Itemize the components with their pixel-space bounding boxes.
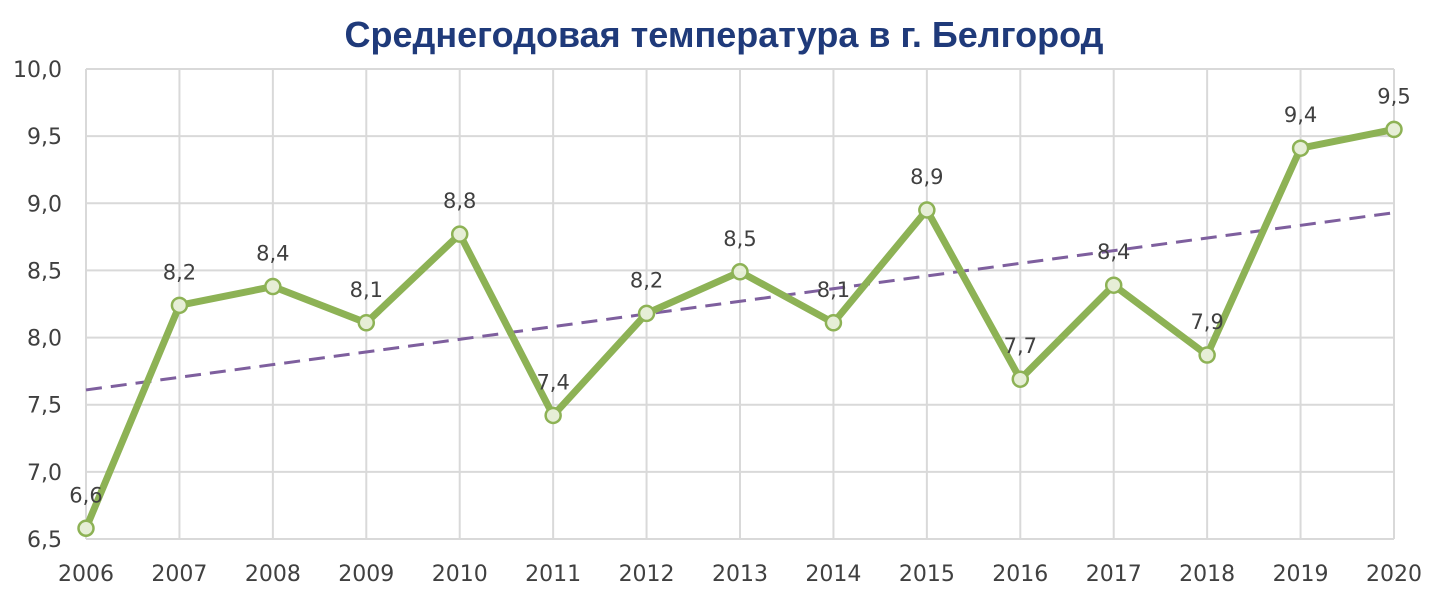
trendline <box>85 211 1395 392</box>
y-tick-label: 10,0 <box>13 58 62 83</box>
data-label: 8,8 <box>443 189 476 213</box>
x-tick-label: 2012 <box>619 562 675 587</box>
x-tick-label: 2019 <box>1273 562 1329 587</box>
y-tick-label: 8,5 <box>27 259 62 284</box>
x-tick-label: 2015 <box>899 562 955 587</box>
x-tick-label: 2010 <box>432 562 488 587</box>
data-point <box>918 201 936 219</box>
data-label: 8,1 <box>817 278 850 302</box>
data-label: 8,9 <box>910 165 943 189</box>
data-label: 7,9 <box>1190 310 1223 334</box>
x-tick-label: 2011 <box>525 562 581 587</box>
y-tick-label: 7,5 <box>27 394 62 419</box>
x-tick-label: 2020 <box>1366 562 1422 587</box>
data-label: 9,5 <box>1377 84 1410 108</box>
data-point <box>824 314 843 332</box>
data-point <box>544 406 562 425</box>
data-point <box>170 296 189 315</box>
data-label: 8,1 <box>350 278 383 302</box>
data-point <box>1011 370 1030 388</box>
data-label: 9,4 <box>1284 103 1317 127</box>
y-tick-label: 9,5 <box>27 125 62 150</box>
data-label: 7,7 <box>1004 334 1037 358</box>
data-point <box>1291 139 1310 157</box>
data-label: 8,5 <box>723 227 756 251</box>
data-point <box>450 225 469 243</box>
x-tick-label: 2017 <box>1086 562 1142 587</box>
data-point <box>357 314 376 332</box>
x-tick-label: 2014 <box>805 562 861 587</box>
x-tick-label: 2006 <box>58 562 114 587</box>
chart-title: Среднегодовая температура в г. Белгород <box>344 14 1104 55</box>
data-label: 8,4 <box>1097 240 1130 264</box>
data-label: 8,2 <box>630 268 663 292</box>
data-label: 8,4 <box>256 242 289 266</box>
data-point <box>637 304 656 323</box>
y-tick-label: 8,0 <box>27 327 62 352</box>
y-tick-label: 6,5 <box>27 528 62 553</box>
x-tick-label: 2018 <box>1179 562 1235 587</box>
x-tick-label: 2016 <box>992 562 1048 587</box>
x-tick-label: 2008 <box>245 562 301 587</box>
data-point <box>264 277 282 296</box>
data-label: 7,4 <box>536 370 569 394</box>
x-tick-label: 2013 <box>712 562 768 587</box>
y-tick-label: 7,0 <box>27 461 62 486</box>
data-point <box>1385 120 1403 139</box>
data-point <box>1104 276 1123 294</box>
data-label: 6,6 <box>69 483 102 507</box>
data-point <box>77 519 95 538</box>
x-tick-label: 2007 <box>151 562 207 587</box>
data-label: 8,2 <box>163 260 196 284</box>
data-point <box>1198 346 1216 364</box>
x-tick-label: 2009 <box>338 562 394 587</box>
y-tick-label: 9,0 <box>27 192 62 217</box>
data-point <box>731 263 749 281</box>
